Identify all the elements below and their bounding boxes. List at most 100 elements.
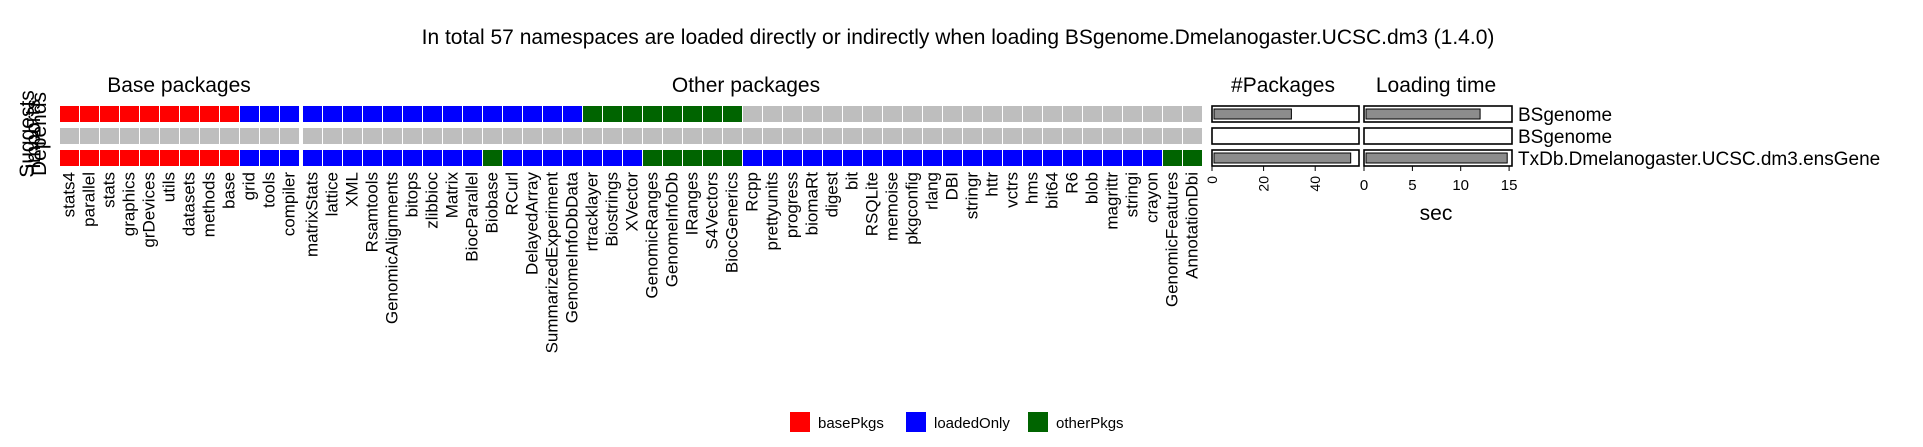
time-tick-label-0: 0 [1360,177,1368,194]
cell-imports-httr [983,128,1002,144]
cell-depends-BiocGenerics [723,106,742,122]
package-label-base: base [220,172,239,209]
cell-depends-utils [160,106,179,122]
row-label-suggests: Suggests [16,90,39,178]
cell-imports-IRanges [683,128,702,144]
cell-imports-stringi [1123,128,1142,144]
cell-suggests-Biobase [483,150,502,166]
cell-imports-compiler [280,128,299,144]
cell-depends-grDevices [140,106,159,122]
loading-time-panel: 0 5 10 15 [1360,105,1517,194]
cell-suggests-memoise [883,150,902,166]
legend-label-otherPkgs: otherPkgs [1056,415,1124,432]
cell-depends-Rsamtools [363,106,382,122]
package-label-S4Vectors: S4Vectors [703,172,722,250]
cell-depends-bit [843,106,862,122]
cell-suggests-GenomeInfoDb [663,150,682,166]
cell-imports-Rsamtools [363,128,382,144]
cell-suggests-stringi [1123,150,1142,166]
cell-imports-GenomeInfoDb [663,128,682,144]
cell-depends-stats4 [60,106,79,122]
package-label-AnnotationDbi: AnnotationDbi [1183,172,1202,279]
panel-title-count: #Packages [1231,74,1335,97]
package-label-graphics: graphics [120,172,139,236]
package-label-rlang: rlang [923,172,942,210]
cell-imports-Biobase [483,128,502,144]
cell-suggests-digest [823,150,842,166]
cell-imports-rtracklayer [583,128,602,144]
cell-suggests-IRanges [683,150,702,166]
cell-imports-GenomicRanges [643,128,662,144]
package-label-magrittr: magrittr [1103,172,1122,230]
cell-depends-DelayedArray [523,106,542,122]
package-label-bit64: bit64 [1043,172,1062,209]
count-tick-label-40: 40 [1307,176,1323,192]
package-label-DBI: DBI [943,172,962,200]
package-label-XML: XML [343,172,362,207]
count-tick-label-0: 0 [1204,176,1220,184]
cell-imports-XVector [623,128,642,144]
cell-suggests-S4Vectors [703,150,722,166]
cell-depends-GenomicAlignments [383,106,402,122]
cell-depends-GenomeInfoDb [663,106,682,122]
cell-depends-grid [240,106,259,122]
package-label-IRanges: IRanges [683,172,702,235]
cell-imports-memoise [883,128,902,144]
cell-depends-Rcpp [743,106,762,122]
cell-depends-progress [783,106,802,122]
package-label-stats: stats [100,172,119,208]
legend: basePkgs loadedOnly otherPkgs [790,412,1124,432]
cell-suggests-pkgconfig [903,150,922,166]
panel-title-other: Other packages [672,74,820,97]
package-label-DelayedArray: DelayedArray [523,172,542,275]
package-label-Biostrings: Biostrings [603,172,622,247]
bar-row-label-1: BSgenome [1518,127,1612,148]
cell-depends-AnnotationDbi [1183,106,1202,122]
cell-depends-XML [343,106,362,122]
cell-imports-pkgconfig [903,128,922,144]
cell-depends-base [220,106,239,122]
package-label-methods: methods [200,172,219,237]
cell-suggests-GenomicRanges [643,150,662,166]
time-axis-label: sec [1420,202,1453,225]
cell-imports-graphics [120,128,139,144]
package-label-datasets: datasets [180,172,199,236]
bar-row-labels: BSgenomeBSgenomeTxDb.Dmelanogaster.UCSC.… [1518,105,1880,170]
cell-imports-datasets [180,128,199,144]
count-bar-2 [1213,152,1352,164]
package-label-parallel: parallel [80,172,99,227]
package-label-BiocParallel: BiocParallel [463,172,482,262]
package-label-biomaRt: biomaRt [803,172,822,236]
cell-depends-matrixStats [303,106,322,122]
cell-imports-methods [200,128,219,144]
panel-title-time: Loading time [1376,74,1496,97]
cell-suggests-compiler [280,150,299,166]
package-label-tools: tools [260,172,279,208]
cell-imports-grDevices [140,128,159,144]
cell-suggests-tools [260,150,279,166]
cell-imports-SummarizedExperiment [543,128,562,144]
legend-swatch-basePkgs [790,412,810,432]
package-label-RCurl: RCurl [503,172,522,215]
cell-imports-bit64 [1043,128,1062,144]
bar-row-label-0: BSgenome [1518,105,1612,126]
cell-suggests-GenomicFeatures [1163,150,1182,166]
cell-imports-matrixStats [303,128,322,144]
cell-imports-GenomicAlignments [383,128,402,144]
chart-title: In total 57 namespaces are loaded direct… [422,26,1495,49]
cell-depends-biomaRt [803,106,822,122]
cell-imports-XML [343,128,362,144]
cell-imports-parallel [80,128,99,144]
cell-suggests-utils [160,150,179,166]
cell-suggests-rlang [923,150,942,166]
package-label-grDevices: grDevices [140,172,159,248]
cell-imports-RCurl [503,128,522,144]
cell-suggests-prettyunits [763,150,782,166]
cell-suggests-crayon [1143,150,1162,166]
cell-suggests-AnnotationDbi [1183,150,1202,166]
package-label-Biobase: Biobase [483,172,502,233]
cell-imports-BiocParallel [463,128,482,144]
cell-imports-digest [823,128,842,144]
other-packages-panel: matrixStats lattice XML Rsamtools GenomicAli… [303,106,1202,353]
